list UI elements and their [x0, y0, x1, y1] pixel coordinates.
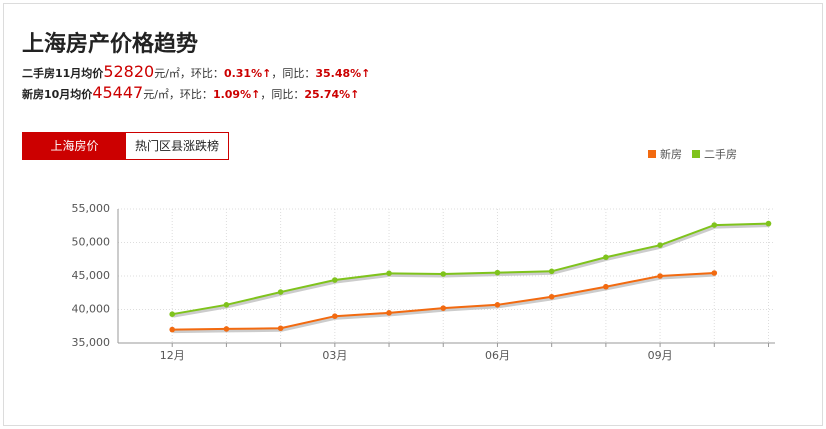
y-tick-label: 55,000	[72, 202, 111, 215]
tab-bar: 上海房价 热门区县涨跌榜	[22, 132, 229, 160]
point	[765, 220, 772, 227]
stat-mom: 1.09%↑	[212, 88, 261, 101]
stat-label: 二手房11月均价	[22, 67, 104, 80]
line-shadow	[173, 273, 716, 334]
legend-swatch	[648, 150, 656, 158]
y-tick-label: 50,000	[72, 236, 111, 249]
point	[223, 302, 230, 308]
point	[386, 270, 392, 277]
point	[386, 310, 392, 316]
point	[548, 268, 555, 275]
point	[711, 222, 718, 228]
price-widget: 上海房产价格趋势 二手房11月均价52820元/㎡，环比：0.31%↑，同比：3…	[3, 3, 823, 426]
point	[711, 270, 718, 276]
stat-mom-label: ，环比：	[168, 88, 213, 101]
point	[169, 311, 176, 317]
legend-label: 二手房	[704, 147, 737, 161]
stat-unit: 元/㎡	[143, 88, 169, 101]
y-tick-label: 35,000	[72, 336, 111, 349]
point	[603, 283, 609, 290]
legend-swatch	[692, 150, 700, 158]
series-line	[172, 222, 769, 316]
chart: 35,000 40,000 45,000 50,000 55,000 12月 03月 06月 0…	[72, 147, 775, 362]
point	[332, 313, 338, 320]
x-tick-label: 06月	[485, 349, 510, 362]
title: 上海房产价格趋势	[22, 32, 199, 57]
stat-mom-label: ，环比：	[179, 67, 224, 80]
stat-yoy-label: ，同比：	[271, 67, 316, 80]
legend-label: 新房	[660, 147, 682, 161]
line-shadow	[172, 224, 770, 318]
point	[657, 242, 663, 248]
point	[440, 271, 447, 277]
point	[277, 325, 284, 332]
point	[548, 293, 555, 300]
stat-price: 45447	[92, 83, 144, 102]
point	[277, 289, 284, 295]
point	[603, 254, 609, 261]
stat-line: 二手房11月均价52820元/㎡，环比：0.31%↑，同比：35.48%↑	[22, 62, 370, 81]
stat-yoy: 25.74%↑	[304, 88, 360, 101]
point	[440, 305, 447, 311]
point	[494, 269, 501, 276]
stat-yoy: 35.48%↑	[315, 67, 371, 80]
stat-line: 新房10月均价45447元/㎡，环比：1.09%↑，同比：25.74%↑	[22, 83, 359, 102]
stat-label: 新房10月均价	[22, 88, 93, 101]
y-tick-label: 45,000	[72, 269, 111, 282]
tab[interactable]: 热门区县涨跌榜	[126, 133, 228, 159]
point	[332, 277, 338, 283]
point	[223, 326, 230, 332]
x-tick-label: 03月	[322, 349, 347, 362]
tab[interactable]: 上海房价	[23, 133, 126, 159]
point	[657, 273, 663, 279]
stat-yoy-label: ，同比：	[260, 88, 305, 101]
x-tick-label: 12月	[160, 349, 185, 362]
stat-unit: 元/㎡	[154, 67, 180, 80]
x-tick-label: 09月	[648, 349, 673, 362]
stat-mom: 0.31%↑	[223, 67, 272, 80]
y-tick-label: 40,000	[72, 303, 111, 316]
point	[494, 302, 501, 308]
point	[169, 326, 176, 333]
stat-price: 52820	[103, 62, 155, 81]
